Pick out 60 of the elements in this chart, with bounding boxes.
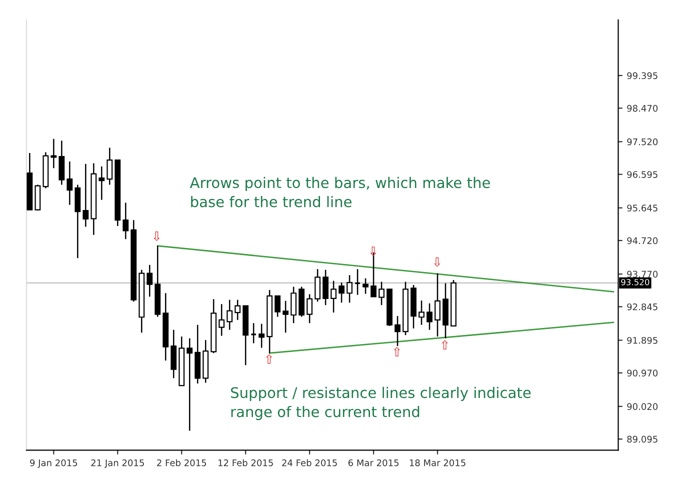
ref-line-label: 93.520 bbox=[621, 279, 650, 286]
annotation: ⇩ bbox=[154, 232, 160, 241]
candlestick bbox=[106, 147, 113, 186]
candlestick bbox=[74, 184, 81, 259]
annotation: ⇧ bbox=[442, 340, 448, 350]
candlestick bbox=[434, 272, 440, 338]
y-tick-label: 94.720 bbox=[627, 237, 658, 244]
candlestick bbox=[338, 282, 345, 304]
candlestick bbox=[378, 281, 384, 306]
candlestick bbox=[354, 268, 361, 296]
y-tick-label: 89.095 bbox=[627, 436, 658, 443]
y-tick-label: 93.770 bbox=[627, 270, 658, 278]
annotation: ⇧ bbox=[266, 354, 272, 364]
candlestick bbox=[346, 274, 353, 304]
y-tick-label: 90.970 bbox=[627, 370, 658, 376]
y-tick-label: 95.645 bbox=[627, 204, 658, 212]
candlestick bbox=[98, 166, 105, 201]
x-tick-label: 9 Jan 2015 bbox=[30, 459, 78, 468]
x-tick-label: 21 Jan 2015 bbox=[91, 459, 144, 468]
candlestick bbox=[306, 294, 313, 324]
candlestick bbox=[66, 160, 73, 206]
candlestick bbox=[274, 295, 281, 318]
y-tick-label: 97.520 bbox=[627, 138, 658, 146]
annotation: Support / resistance lines clearly indicate range of the current trend bbox=[231, 386, 531, 420]
candlestick bbox=[322, 269, 329, 306]
annotation: ⇩ bbox=[370, 246, 376, 256]
candlestick bbox=[50, 138, 57, 169]
candlestick bbox=[250, 322, 257, 344]
candlestick bbox=[146, 264, 153, 298]
x-tick-label: 2 Feb 2015 bbox=[157, 459, 206, 466]
candlestick bbox=[258, 323, 265, 348]
x-tick-label: 6 Mar 2015 bbox=[348, 459, 398, 466]
candlestick bbox=[186, 338, 193, 432]
x-tick-label: 24 Feb 2015 bbox=[282, 459, 337, 466]
candlestick bbox=[170, 329, 177, 379]
candlestick bbox=[418, 300, 424, 326]
candlestick bbox=[218, 303, 225, 336]
candlestick bbox=[58, 140, 65, 186]
x-tick-label: 12 Feb 2015 bbox=[218, 459, 273, 466]
y-tick-label: 91.895 bbox=[627, 336, 658, 344]
annotation: Arrows point to the bars, which make the base for the trend line bbox=[190, 176, 490, 208]
candlestick bbox=[82, 163, 89, 228]
y-tick-label: 98.470 bbox=[627, 104, 658, 112]
candlestick bbox=[362, 278, 368, 294]
y-tick-label: 90.020 bbox=[627, 403, 658, 410]
annotation: ⇧ bbox=[394, 346, 400, 356]
candlestick bbox=[234, 299, 241, 321]
annotation: ⇩ bbox=[434, 257, 440, 267]
candlestick bbox=[290, 286, 297, 324]
candlestick bbox=[282, 300, 289, 334]
candlestick bbox=[330, 280, 337, 314]
candlestick bbox=[314, 268, 321, 302]
candlestick bbox=[426, 302, 432, 330]
x-tick-label: 18 Mar 2015 bbox=[410, 459, 466, 466]
y-tick-label: 96.595 bbox=[627, 171, 658, 178]
candlestick bbox=[394, 315, 400, 347]
y-tick-label: 92.845 bbox=[627, 303, 658, 310]
candlestick bbox=[226, 299, 233, 330]
y-tick-label: 99.395 bbox=[627, 72, 658, 80]
candlestick bbox=[122, 202, 129, 240]
